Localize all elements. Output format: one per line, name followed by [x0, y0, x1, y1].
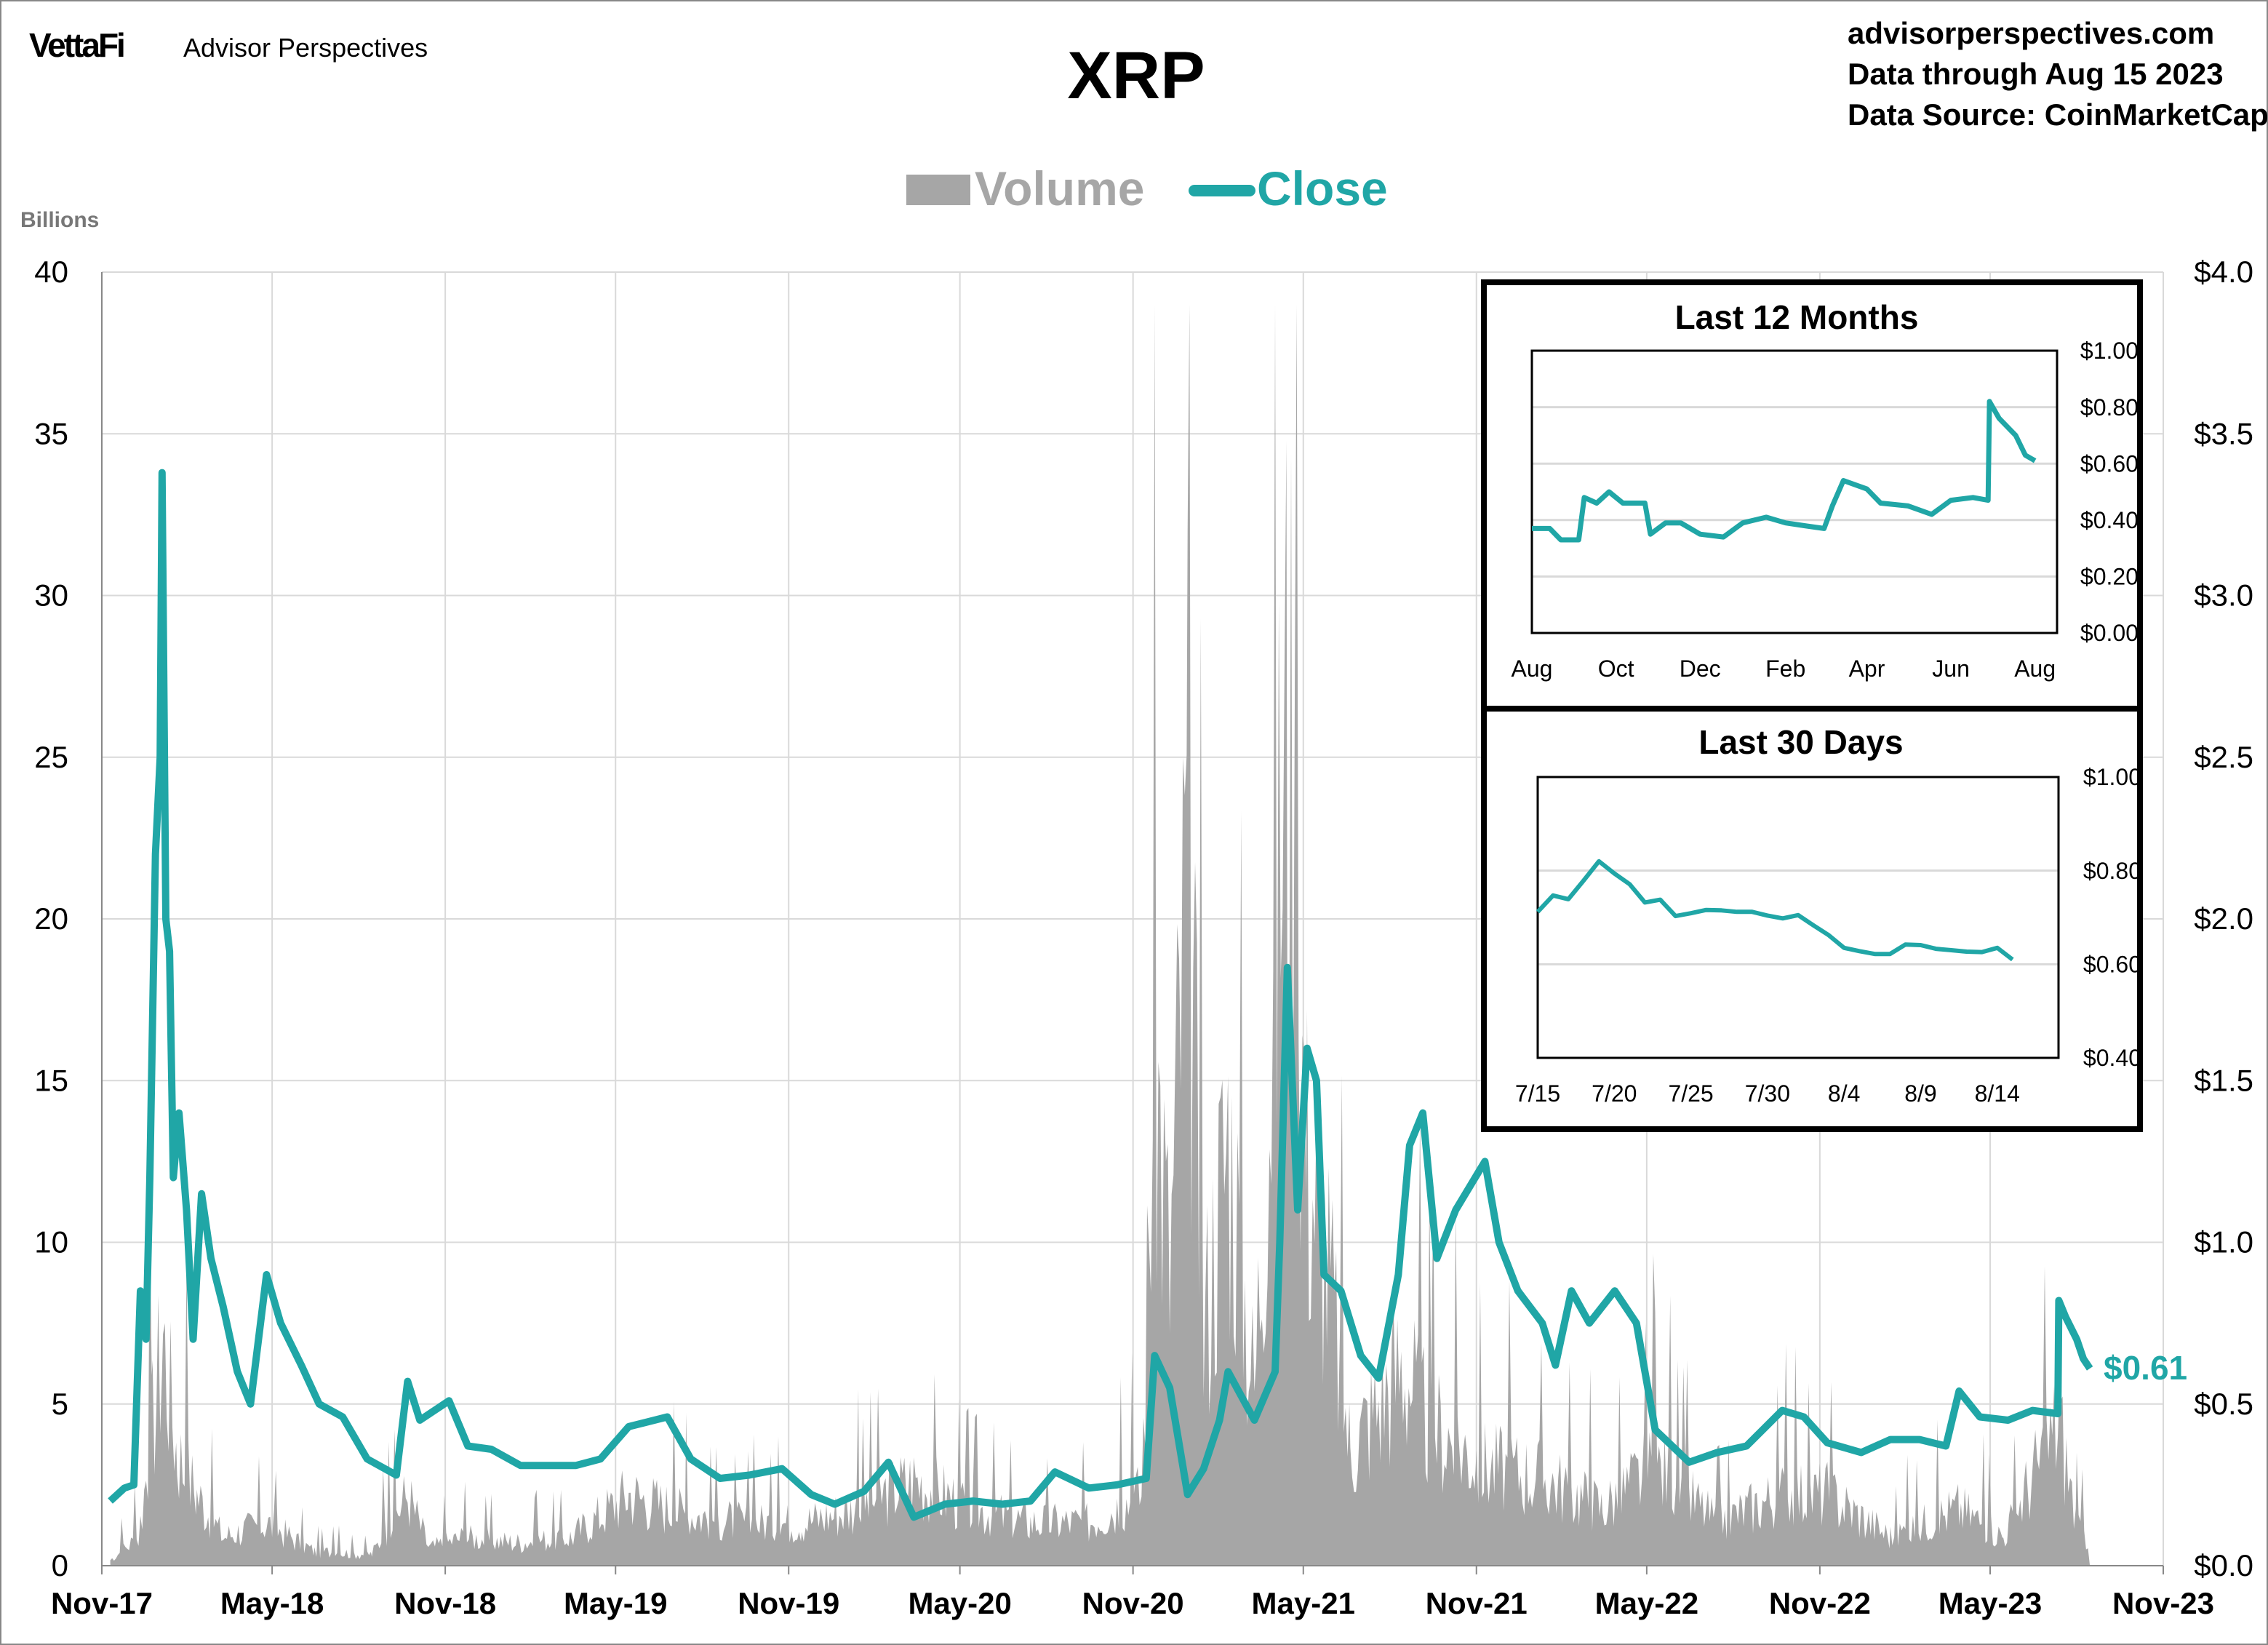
x-tick-label: Nov-17 [51, 1586, 153, 1620]
plot-border [1530, 349, 2059, 634]
x-tick-label: 7/25 [1668, 1080, 1713, 1107]
right-y-tick-label: $1.5 [2194, 1063, 2253, 1097]
x-tick-label: Aug [1512, 656, 1553, 682]
x-tick-label: Nov-21 [1426, 1586, 1528, 1620]
x-tick-label: Feb [1765, 656, 1805, 682]
y-tick-label: $1.00 [2080, 338, 2139, 364]
vettafi-logo: VettaFi [29, 26, 124, 64]
right-y-tick-label: $2.0 [2194, 901, 2253, 936]
x-tick-label: 7/20 [1592, 1080, 1637, 1107]
x-tick-label: May-18 [220, 1586, 324, 1620]
last-price-label: $0.61 [2104, 1349, 2187, 1387]
brand-name: Advisor Perspectives [183, 33, 428, 63]
y-tick-label: $1.00 [2083, 764, 2141, 790]
left-y-tick-label: 30 [34, 578, 68, 613]
x-tick-label: Nov-22 [1769, 1586, 1871, 1620]
x-tick-label: Aug [2014, 656, 2056, 682]
left-y-tick-label: 40 [34, 255, 68, 289]
x-tick-label: May-21 [1252, 1586, 1355, 1620]
y-tick-label: $0.80 [2080, 394, 2139, 421]
legend-close-swatch [1189, 185, 1255, 196]
close-line [1536, 859, 2014, 962]
left-y-tick-label: 25 [34, 740, 68, 774]
x-tick-label: May-23 [1938, 1586, 2042, 1620]
y-tick-label: $0.40 [2083, 1045, 2141, 1071]
y-tick-label: $0.20 [2080, 564, 2139, 590]
legend-close-label: Close [1257, 162, 1388, 215]
right-y-tick-label: $3.5 [2194, 416, 2253, 450]
x-tick-label: Nov-19 [738, 1586, 839, 1620]
y-tick-label: $0.60 [2080, 450, 2139, 477]
legend-volume-swatch [906, 175, 970, 205]
left-y-tick-label: 10 [34, 1225, 68, 1259]
inset-12m-title: Last 12 Months [1675, 298, 1919, 336]
x-tick-label: Nov-23 [2112, 1586, 2214, 1620]
left-y-tick-label: 0 [52, 1548, 68, 1582]
right-y-tick-label: $2.5 [2194, 740, 2253, 774]
legend: Volume Close [906, 162, 1388, 215]
site-url: advisorperspectives.com [1848, 16, 2214, 50]
y-tick-label: $0.40 [2080, 507, 2139, 533]
x-tick-label: 8/14 [1975, 1080, 2020, 1107]
x-tick-label: May-22 [1595, 1586, 1698, 1620]
x-tick-label: Dec [1680, 656, 1721, 682]
right-y-tick-label: $0.0 [2194, 1548, 2253, 1582]
x-tick-label: Jun [1932, 656, 1970, 682]
x-tick-label: 8/9 [1904, 1080, 1936, 1107]
data-source: Data Source: CoinMarketCap [1848, 97, 2268, 132]
plot-border [1536, 776, 2060, 1059]
x-tick-label: 7/15 [1515, 1080, 1560, 1107]
left-y-tick-label: 35 [34, 416, 68, 450]
left-y-tick-label: 15 [34, 1063, 68, 1097]
right-y-tick-label: $1.0 [2194, 1225, 2253, 1259]
inset-30d-title: Last 30 Days [1698, 723, 1903, 761]
data-through: Data through Aug 15 2023 [1848, 57, 2224, 91]
x-tick-label: May-20 [908, 1586, 1011, 1620]
x-tick-label: Apr [1849, 656, 1885, 682]
x-tick-label: May-19 [564, 1586, 667, 1620]
x-tick-label: 7/30 [1745, 1080, 1790, 1107]
left-axis-unit: Billions [20, 208, 99, 232]
chart-title: XRP [1067, 39, 1205, 113]
y-tick-label: $0.80 [2083, 858, 2141, 884]
left-y-tick-label: 5 [52, 1387, 68, 1421]
right-y-tick-label: $0.5 [2194, 1387, 2253, 1421]
x-tick-label: Nov-20 [1082, 1586, 1184, 1620]
inset-panel: Last 12 Months Last 30 Days $0.00 $0.20 $0… [1481, 279, 2143, 1132]
y-tick-label: $0.60 [2083, 952, 2141, 978]
x-tick-label: Nov-18 [394, 1586, 496, 1620]
right-y-tick-label: $3.0 [2194, 578, 2253, 613]
legend-volume-label: Volume [975, 162, 1144, 215]
x-tick-label: 8/4 [1828, 1080, 1860, 1107]
y-tick-label: $0.00 [2080, 620, 2139, 646]
left-y-tick-label: 20 [34, 901, 68, 936]
right-y-tick-label: $4.0 [2194, 255, 2253, 289]
x-tick-label: Oct [1598, 656, 1634, 682]
